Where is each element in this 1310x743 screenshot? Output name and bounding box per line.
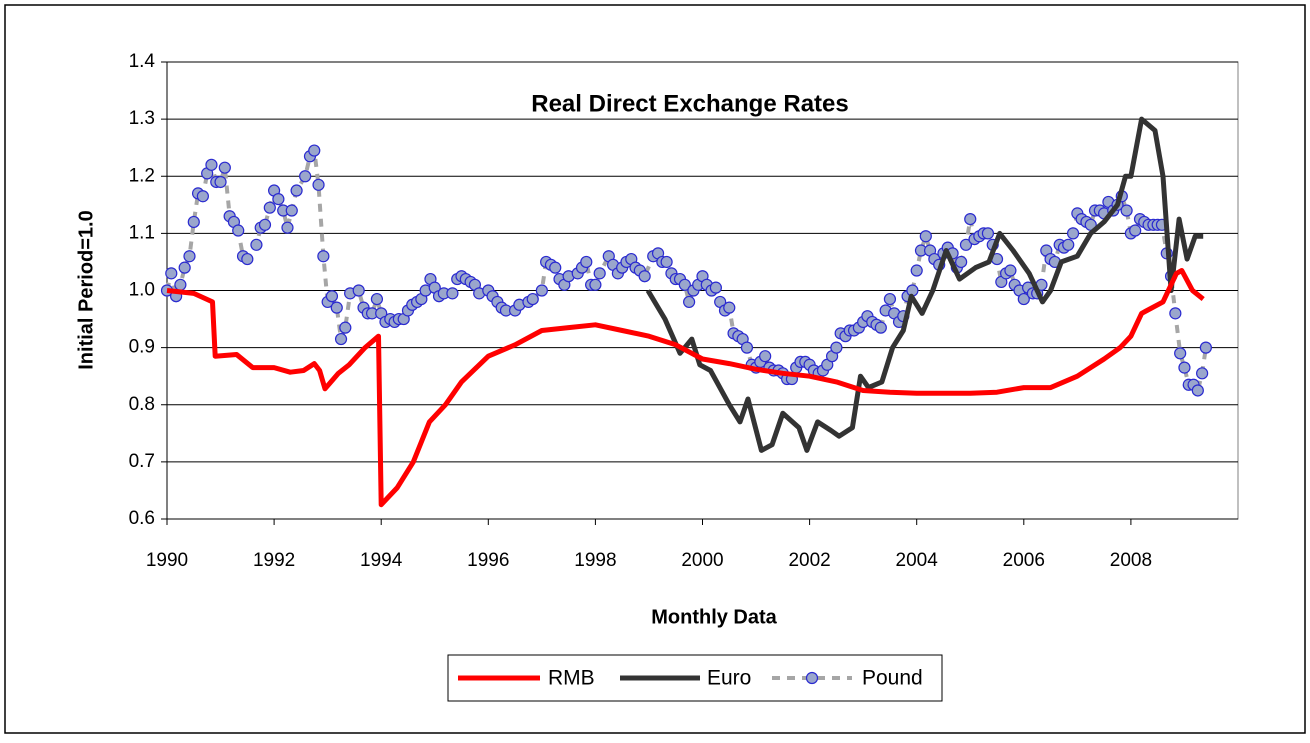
point-marker [1169,307,1182,320]
point-marker [638,270,651,283]
x-tick-label: 2008 [1110,550,1152,571]
point-marker [196,190,209,203]
x-tick-label: 2002 [788,550,830,571]
legend-label: RMB [548,667,595,690]
point-marker [317,250,330,263]
point-marker [352,284,365,297]
point-marker [1196,367,1209,380]
x-tick-label: 2004 [896,550,939,571]
point-marker [1174,347,1187,360]
point-marker [1120,204,1133,217]
point-marker [1191,384,1204,397]
point-marker [187,215,200,229]
y-tick-label: 1.3 [129,108,155,129]
point-marker [272,193,285,206]
point-marker [593,267,606,280]
grid [161,61,1238,525]
y-tick-label: 0.7 [129,451,155,472]
point-marker [308,144,321,157]
point-marker [290,184,303,197]
point-marker [723,301,736,314]
x-axis-title: Monthly Data [651,606,777,628]
series-line [645,116,1204,453]
point-marker [535,284,548,297]
point-marker [959,238,973,251]
point-marker [580,255,593,269]
point-marker [334,332,348,346]
point-marker [250,238,263,251]
y-tick-label: 1.4 [129,51,156,72]
point-marker [183,250,196,263]
point-marker [281,221,294,234]
chart-title: Real Direct Exchange Rates [531,90,848,117]
point-marker [165,267,178,280]
point-marker [1199,341,1212,354]
point-marker [218,161,231,174]
point-marker [549,261,562,274]
y-tick-label: 0.8 [129,394,155,415]
point-marker [1178,361,1191,374]
point-marker [214,175,227,189]
series-line [166,268,1205,508]
legend-marker [805,671,819,685]
y-tick-label: 0.6 [129,508,155,529]
x-tick-label: 1998 [574,550,616,571]
point-marker [683,295,696,309]
series-group [160,116,1212,508]
point-marker [232,224,245,237]
point-marker [258,218,272,231]
point-marker [312,178,325,191]
y-tick-label: 0.9 [129,337,155,358]
x-tick-label: 2006 [1003,550,1045,571]
point-marker [370,292,384,306]
point-marker [325,290,339,303]
point-marker [759,350,772,363]
point-marker [678,278,691,291]
point-marker [1017,292,1030,306]
point-marker [205,158,218,171]
y-tick-label: 1.1 [129,222,155,243]
point-marker [299,170,312,183]
x-tick-label: 1990 [146,550,188,571]
y-tick-label: 1.2 [129,165,155,186]
y-axis-title: Initial Period=1.0 [75,210,97,370]
legend-label: Pound [862,667,923,690]
point-marker [660,255,673,269]
x-tick-label: 2000 [681,550,723,571]
point-marker [955,255,968,269]
point-marker [830,341,843,354]
point-marker [339,321,352,334]
point-marker [709,281,722,294]
point-marker [1004,264,1017,277]
x-tick-label: 1996 [467,550,509,571]
point-marker [174,278,187,291]
x-tick-label: 1994 [360,550,403,571]
point-marker [964,212,977,226]
point-marker [883,292,897,306]
point-marker [178,261,191,274]
point-marker [874,321,887,334]
legend: RMB Euro Pound [458,667,923,690]
x-tick-label: 1992 [253,550,295,571]
point-marker [981,227,995,240]
point-marker [1129,224,1142,237]
point-marker [910,264,923,277]
legend-label: Euro [707,667,751,690]
point-marker [241,252,254,266]
point-marker [1066,227,1080,240]
point-marker [285,204,298,217]
point-marker [589,278,602,291]
point-marker [526,292,539,306]
point-marker [919,230,932,243]
point-marker [740,341,754,354]
point-marker [263,201,276,214]
point-marker [446,287,459,300]
point-marker [1062,238,1075,251]
y-tick-label: 1.0 [129,280,155,301]
labels: 0.6 0.7 0.8 0.9 1.0 1.1 1.2 1.3 1.4 1990 1992 1994 1… [129,51,1152,571]
point-marker [330,301,343,314]
